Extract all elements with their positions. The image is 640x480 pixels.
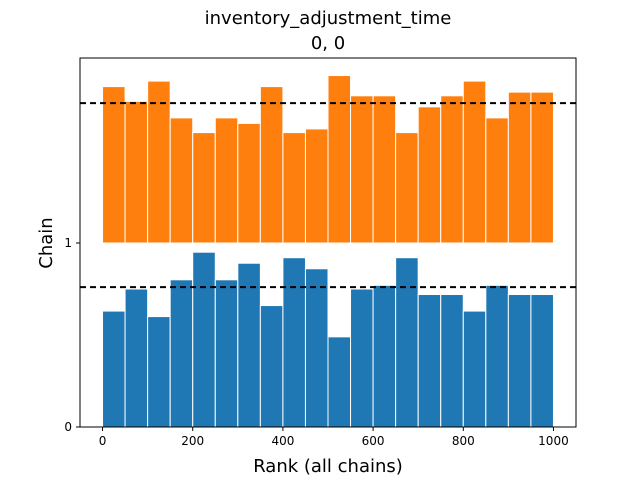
y-axis-ticks: 01 [64, 236, 80, 434]
bar-chain-1-bin-14 [417, 106, 442, 244]
bar-chain-0-bin-3 [169, 279, 194, 428]
bar-chain-1-bin-5 [214, 117, 239, 244]
bar-chain-0-bin-5 [214, 279, 239, 428]
bar-chain-1-bin-4 [192, 132, 216, 244]
bar-chain-1-bin-13 [395, 132, 419, 244]
y-axis-label: Chain [36, 217, 57, 268]
bar-chain-1-bin-6 [237, 122, 261, 244]
bar-chain-1-bin-0 [102, 86, 126, 244]
bar-chain-0-bin-1 [124, 288, 149, 428]
bar-chain-1-bin-16 [462, 80, 487, 244]
bar-chain-0-bin-19 [530, 294, 554, 428]
reference-lines [80, 102, 576, 289]
x-tick-label: 1000 [538, 434, 569, 448]
bar-chain-0-bin-8 [282, 257, 306, 428]
bar-chain-0-bin-15 [440, 294, 464, 428]
bar-chain-0-bin-10 [327, 336, 352, 428]
bar-chain-1-bin-9 [304, 128, 329, 244]
bar-chain-0-bin-13 [395, 257, 419, 428]
bar-chain-1-bin-8 [282, 132, 306, 244]
x-tick-label: 600 [362, 434, 385, 448]
bar-chain-1-bin-3 [169, 117, 194, 244]
bar-chain-0-bin-18 [507, 294, 532, 428]
bar-chain-0-bin-4 [192, 251, 216, 428]
bars [102, 75, 554, 428]
bar-chain-1-bin-18 [507, 91, 532, 244]
x-axis-ticks: 0 200 400 600 800 1000 [99, 427, 569, 448]
x-tick-label: 400 [271, 434, 294, 448]
bar-chain-1-bin-15 [440, 95, 464, 244]
bar-chain-1-bin-1 [124, 100, 149, 244]
bar-chain-1-bin-17 [485, 117, 509, 244]
bar-chain-0-bin-11 [350, 288, 374, 428]
bar-chain-1-bin-10 [327, 75, 352, 244]
bar-chain-1-bin-2 [147, 80, 171, 244]
bar-chain-0-bin-7 [259, 305, 284, 428]
y-tick-label: 1 [64, 236, 72, 250]
bar-chain-1-bin-7 [259, 86, 284, 244]
bar-chain-0-bin-17 [485, 284, 509, 428]
bar-chain-1-bin-11 [350, 95, 374, 244]
bar-chain-0-bin-16 [462, 310, 487, 428]
bar-chain-0-bin-9 [304, 268, 329, 428]
chart-subtitle: 0, 0 [311, 33, 345, 54]
y-tick-label: 0 [64, 420, 72, 434]
x-axis-label: Rank (all chains) [253, 456, 403, 477]
chart-title: inventory_adjustment_time [205, 8, 452, 29]
x-tick-label: 800 [452, 434, 475, 448]
bar-chain-1-bin-19 [530, 91, 554, 244]
x-tick-label: 200 [181, 434, 204, 448]
bar-chain-0-bin-2 [147, 316, 171, 428]
bar-chain-1-bin-12 [372, 95, 397, 244]
x-tick-label: 0 [99, 434, 107, 448]
bar-chain-0-bin-0 [102, 310, 126, 428]
bar-chain-0-bin-14 [417, 294, 442, 428]
bar-chain-0-bin-12 [372, 284, 397, 428]
